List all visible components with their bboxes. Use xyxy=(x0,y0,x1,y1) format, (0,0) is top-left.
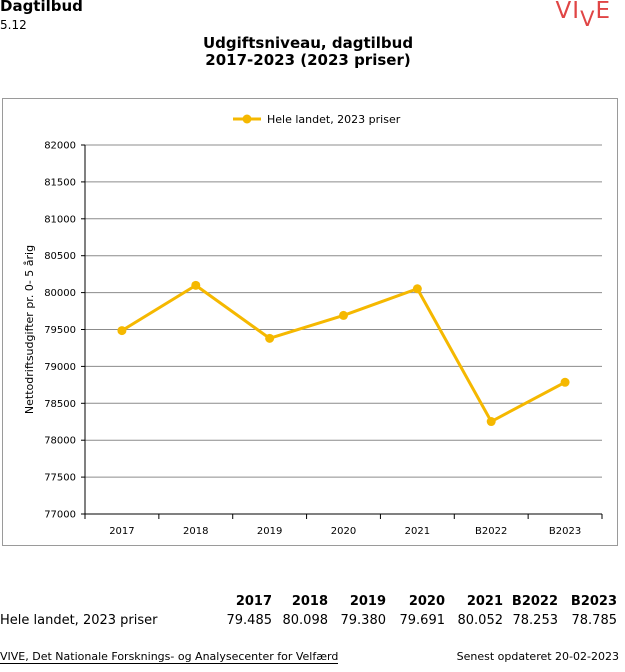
table-header-cell: B2023 xyxy=(570,594,617,609)
table-header-cell: 2020 xyxy=(408,594,445,609)
y-tick-label: 80000 xyxy=(44,288,76,299)
table-header-cell: 2017 xyxy=(235,594,272,609)
y-tick-label: 82000 xyxy=(44,141,76,152)
table-cell: 78.785 xyxy=(571,613,618,628)
chart-title: Udgiftsniveau, dagtilbud 2017-2023 (2023… xyxy=(0,35,616,69)
table-header-cell: 2019 xyxy=(349,594,386,609)
chart-title-line1: Udgiftsniveau, dagtilbud xyxy=(202,34,414,52)
data-point xyxy=(339,310,348,320)
x-tick-label: 2017 xyxy=(109,526,134,537)
x-tick-label: 2021 xyxy=(405,526,430,537)
legend-marker xyxy=(242,114,252,124)
logo-letter: V xyxy=(555,0,573,24)
table-header-cell: B2022 xyxy=(511,594,558,609)
x-tick-label: 2019 xyxy=(257,526,282,537)
legend-label: Hele landet, 2023 priser xyxy=(267,113,401,126)
table-header-cell: 2021 xyxy=(466,594,503,609)
y-tick-label: 80500 xyxy=(44,251,76,262)
y-tick-label: 78000 xyxy=(44,436,76,447)
y-tick-label: 79000 xyxy=(44,362,76,373)
table-header-cell: 2018 xyxy=(291,594,328,609)
logo-letter: E xyxy=(595,0,611,24)
table-cell: 78.253 xyxy=(512,613,559,628)
y-tick-label: 78500 xyxy=(44,399,76,410)
footer-source-link[interactable]: VIVE, Det Nationale Forsknings- og Analy… xyxy=(0,650,339,664)
data-point xyxy=(486,417,496,427)
table-cell: 80.098 xyxy=(282,613,329,628)
table-cell: 79.485 xyxy=(226,613,273,628)
logo-letter: V xyxy=(580,7,596,31)
page-number: 5.12 xyxy=(0,18,27,32)
x-tick-label: B2022 xyxy=(475,526,507,537)
chart-frame: 77000 77500 78000 78500 79000 79500 80000 80500… xyxy=(2,98,618,546)
data-point xyxy=(412,284,422,294)
y-tick-label: 77000 xyxy=(44,510,76,521)
data-point xyxy=(560,377,570,387)
vive-logo: VIVE xyxy=(555,0,611,31)
logo-letter: I xyxy=(572,0,581,24)
footer-updated: Senest opdateret 20-02-2023 xyxy=(456,650,619,663)
x-tick-label: 2018 xyxy=(183,526,208,537)
chart-title-line2: 2017-2023 (2023 priser) xyxy=(205,51,411,69)
x-tick-label: B2023 xyxy=(549,526,581,537)
data-point xyxy=(117,326,127,336)
x-tick-label: 2020 xyxy=(331,526,356,537)
data-point xyxy=(191,280,201,290)
table-row-label: Hele landet, 2023 priser xyxy=(0,613,158,628)
table-cell: 79.380 xyxy=(340,613,387,628)
data-table: 2017 2018 2019 2020 2021 B2022 B2023 Hele land… xyxy=(0,594,625,634)
y-tick-label: 77500 xyxy=(44,473,76,484)
table-cell: 79.691 xyxy=(399,613,446,628)
logo-text: VIVE xyxy=(555,0,611,31)
line-chart: 77000 77500 78000 78500 79000 79500 80000 80500… xyxy=(23,113,603,537)
y-tick-label: 81500 xyxy=(44,177,76,188)
y-axis-label: Nettodriftsudgifter pr. 0- 5 årig xyxy=(23,245,36,414)
y-tick-label: 81000 xyxy=(44,214,76,225)
y-tick-label: 79500 xyxy=(44,325,76,336)
data-point xyxy=(265,333,275,343)
page-title: Dagtilbud xyxy=(0,0,83,15)
table-cell: 80.052 xyxy=(457,613,504,628)
